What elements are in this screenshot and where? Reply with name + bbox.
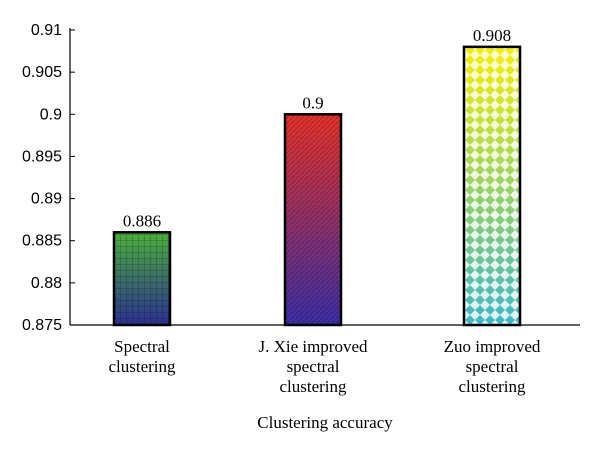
x-category-label: Zuo improved spectral clustering xyxy=(444,337,541,396)
y-tick-label: 0.9 xyxy=(40,106,62,123)
y-tick-label: 0.885 xyxy=(22,233,62,250)
y-tick-label: 0.905 xyxy=(22,64,62,81)
bar-2 xyxy=(283,113,343,327)
x-category-label-line: Spectral xyxy=(114,337,170,356)
bar-pattern xyxy=(114,232,170,325)
x-category-label-line: Zuo improved xyxy=(444,337,541,356)
bar-outline xyxy=(283,113,343,327)
bar-3 xyxy=(462,45,522,327)
y-tick-label: 0.88 xyxy=(31,275,62,292)
x-category-label-line: clustering xyxy=(279,377,347,396)
value-label: 0.886 xyxy=(123,211,161,230)
y-tick-label: 0.89 xyxy=(31,191,62,208)
bar-pattern xyxy=(285,114,341,326)
bar-outline xyxy=(462,45,522,327)
bar-1 xyxy=(112,231,172,327)
bar-outline xyxy=(112,231,172,327)
value-label: 0.9 xyxy=(302,93,323,112)
y-tick-label: 0.895 xyxy=(22,148,62,165)
x-category-label: J. Xie improved spectral clustering xyxy=(258,337,368,396)
x-axis-title: Clustering accuracy xyxy=(257,413,393,432)
x-category-label-line: spectral xyxy=(287,357,340,376)
x-category-label-line: spectral xyxy=(466,357,519,376)
y-tick-label: 0.91 xyxy=(31,22,62,39)
x-category-label: Spectral clustering xyxy=(108,337,176,376)
value-labels: 0.886 0.9 0.908 xyxy=(123,26,511,230)
y-tick-label: 0.875 xyxy=(22,317,62,334)
x-category-label-line: clustering xyxy=(458,377,526,396)
bars xyxy=(112,45,522,327)
x-category-label-line: J. Xie improved xyxy=(258,337,368,356)
x-category-label-line: clustering xyxy=(108,357,176,376)
value-label: 0.908 xyxy=(473,26,511,45)
bar-pattern xyxy=(464,46,520,325)
